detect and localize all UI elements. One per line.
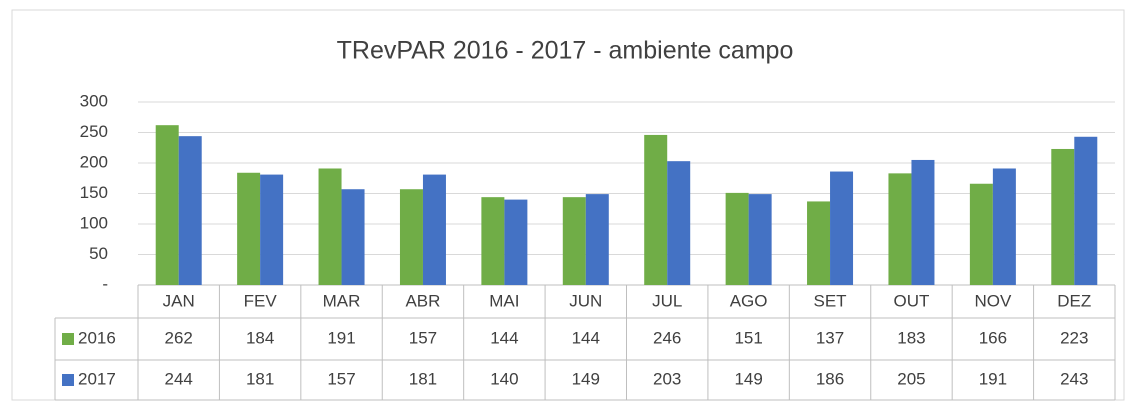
bar [155,125,179,286]
bar [667,161,691,285]
y-tick-label: - [102,274,108,293]
bar [481,197,505,285]
table-value: 140 [490,369,518,388]
bar [1074,136,1098,285]
y-tick-label: 100 [80,213,108,232]
legend-key [62,374,74,386]
table-value: 144 [490,328,518,347]
table-value: 181 [409,369,437,388]
bar [911,159,935,285]
x-tick-label: OUT [894,291,930,310]
bar [422,174,446,285]
legend-key [62,333,74,345]
y-tick-label: 200 [80,152,108,171]
table-value: 181 [246,369,274,388]
table-value: 151 [734,328,762,347]
x-tick-label: NOV [974,291,1012,310]
bar [830,171,854,285]
x-tick-label: MAR [323,291,361,310]
table-value: 243 [1060,369,1088,388]
bar [562,197,586,285]
x-tick-label: DEZ [1057,291,1091,310]
y-tick-label: 300 [80,91,108,110]
table-value: 157 [327,369,355,388]
x-tick-label: JUN [569,291,602,310]
bar [260,174,284,285]
table-value: 137 [816,328,844,347]
x-tick-label: AGO [730,291,768,310]
bar [504,199,528,285]
table-value: 203 [653,369,681,388]
bar [807,201,831,285]
x-tick-label: JAN [163,291,195,310]
x-tick-label: SET [814,291,847,310]
table-value: 205 [897,369,925,388]
bar [644,134,668,285]
x-tick-label: FEV [244,291,278,310]
table-value: 186 [816,369,844,388]
table-value: 184 [246,328,274,347]
bar [725,192,749,285]
bar [969,183,993,285]
chart-title: TRevPAR 2016 - 2017 - ambiente campo [337,37,794,65]
x-tick-label: ABR [405,291,440,310]
table-value: 157 [409,328,437,347]
y-tick-label: 50 [89,244,108,263]
legend-label: 2017 [78,369,116,388]
table-value: 191 [979,369,1007,388]
bar [178,136,202,285]
bar [399,189,423,285]
y-tick-label: 150 [80,183,108,202]
bar [748,194,772,285]
x-tick-label: JUL [652,291,682,310]
table-value: 149 [734,369,762,388]
bar [1051,148,1075,285]
table-value: 149 [572,369,600,388]
y-tick-label: 250 [80,122,108,141]
table-value: 244 [165,369,193,388]
table-value: 144 [572,328,600,347]
bar [237,172,261,285]
table-value: 223 [1060,328,1088,347]
table-value: 262 [165,328,193,347]
x-tick-label: MAI [489,291,519,310]
table-value: 191 [327,328,355,347]
bar [992,168,1016,285]
legend-label: 2016 [78,328,116,347]
table-value: 246 [653,328,681,347]
table-value: 183 [897,328,925,347]
bar [318,168,342,285]
table-value: 166 [979,328,1007,347]
bar [888,173,912,285]
bar [585,194,609,285]
bar [341,189,365,285]
